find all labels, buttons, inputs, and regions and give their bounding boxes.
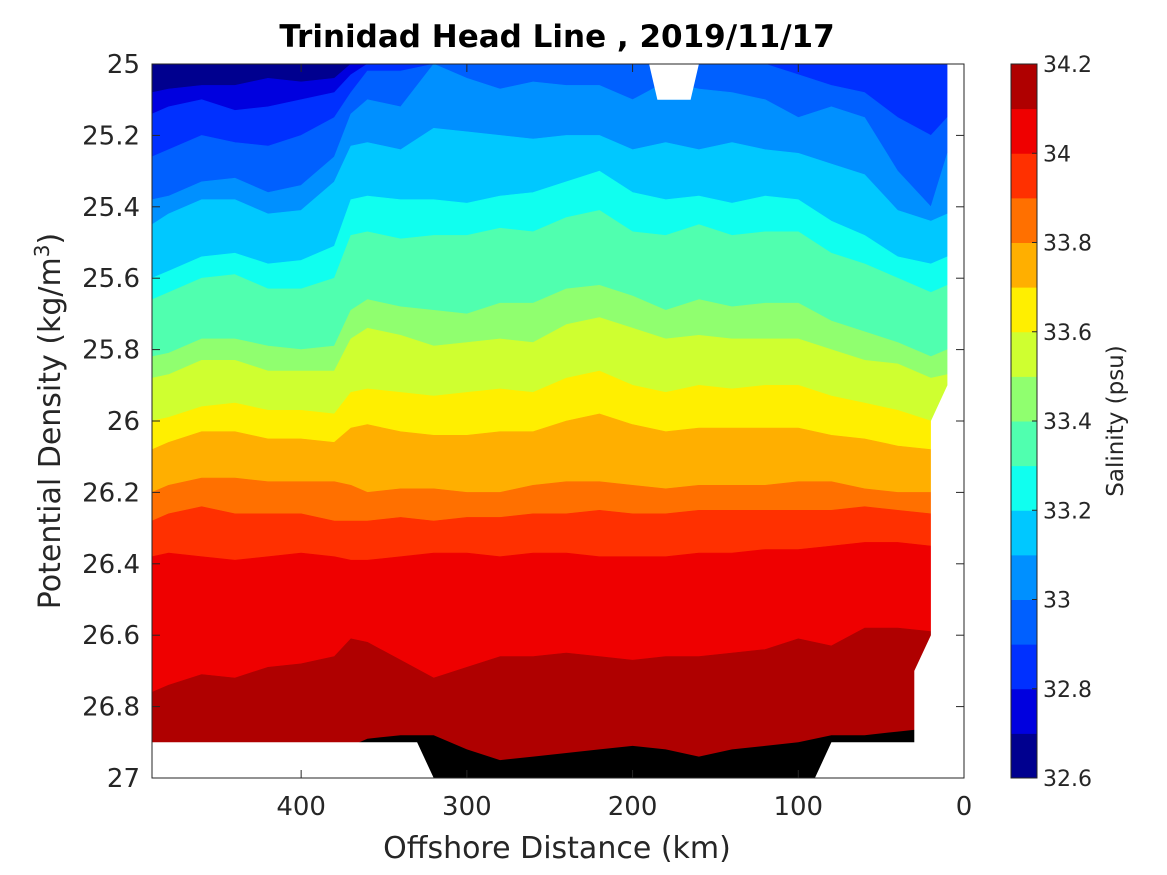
colorbar-swatch-32.8	[1011, 644, 1037, 690]
colorbar-tick-label: 32.6	[1043, 767, 1092, 792]
colorbar-swatch-33.1	[1011, 510, 1037, 556]
y-tick-label: 25.2	[82, 121, 140, 151]
y-tick-label: 25	[107, 50, 140, 80]
colorbar-tick-label: 34	[1043, 142, 1071, 167]
no-data-region-3	[814, 64, 964, 778]
x-tick-label: 100	[773, 792, 823, 822]
colorbar-swatch-33.6	[1011, 287, 1037, 333]
salinity-band-34.1	[151, 627, 948, 779]
y-tick-label: 26.8	[82, 693, 140, 723]
x-tick-label: 400	[276, 792, 326, 822]
colorbar-swatch-33.5	[1011, 331, 1037, 377]
axes: 400 300 200 100 0 25 25.2 25.4 25.6 25.8 26 26.2 26.…	[82, 50, 972, 822]
y-axis-label-close: )	[33, 233, 68, 245]
colorbar-swatch-32.6	[1011, 733, 1037, 779]
colorbar-swatch-33.2	[1011, 465, 1037, 511]
colorbar-swatch-33.3	[1011, 421, 1037, 467]
y-tick-label: 26	[107, 407, 140, 437]
no-data-region-2	[649, 64, 699, 100]
colorbar-swatch-33.7	[1011, 242, 1037, 288]
colorbar-tick-label: 32.8	[1043, 678, 1092, 703]
y-tick-label: 26.4	[82, 550, 140, 580]
colorbar-tick-label: 33.2	[1043, 499, 1092, 524]
y-tick-label: 25.8	[82, 336, 140, 366]
y-tick-label: 25.6	[82, 264, 140, 294]
colorbar-swatch-34.1	[1011, 64, 1037, 110]
y-axis-label-text: Potential Density (kg/m	[33, 257, 68, 609]
y-tick-label: 27	[107, 764, 140, 794]
colorbar-swatch-34	[1011, 108, 1037, 154]
colorbar-label: Salinity (psu)	[1103, 345, 1129, 497]
colorbar-tick-label: 33.6	[1043, 321, 1092, 346]
colorbar-tick-label: 34.2	[1043, 53, 1092, 78]
colorbar: 32.6 32.8 33 33.2 33.4 33.6 33.8 34 34.2	[1010, 53, 1092, 792]
colorbar-tick-label: 33	[1043, 589, 1071, 614]
y-tick-label: 26.6	[82, 621, 140, 651]
colorbar-swatch-33.9	[1011, 153, 1037, 199]
colorbar-swatch-33	[1011, 554, 1037, 600]
colorbar-swatch-32.7	[1011, 688, 1037, 734]
colorbar-swatch-32.9	[1011, 599, 1037, 645]
x-tick-label: 300	[442, 792, 492, 822]
y-tick-label: 26.2	[82, 478, 140, 508]
y-tick-label: 25.4	[82, 193, 140, 223]
y-axis-label-superscript: 3	[30, 244, 54, 257]
chart-title: Trinidad Head Line , 2019/11/17	[279, 19, 834, 55]
colorbar-tick-label: 33.4	[1043, 410, 1092, 435]
x-tick-label: 200	[608, 792, 658, 822]
colorbar-swatch-33.4	[1011, 376, 1037, 422]
x-tick-label: 0	[956, 792, 973, 822]
plot-area	[151, 63, 964, 779]
x-axis-label: Offshore Distance (km)	[383, 831, 731, 866]
no-data-region-1	[152, 742, 434, 778]
colorbar-swatch-33.8	[1011, 197, 1037, 243]
y-axis-label: Potential Density (kg/m3)	[30, 233, 68, 609]
colorbar-tick-label: 33.8	[1043, 232, 1092, 257]
